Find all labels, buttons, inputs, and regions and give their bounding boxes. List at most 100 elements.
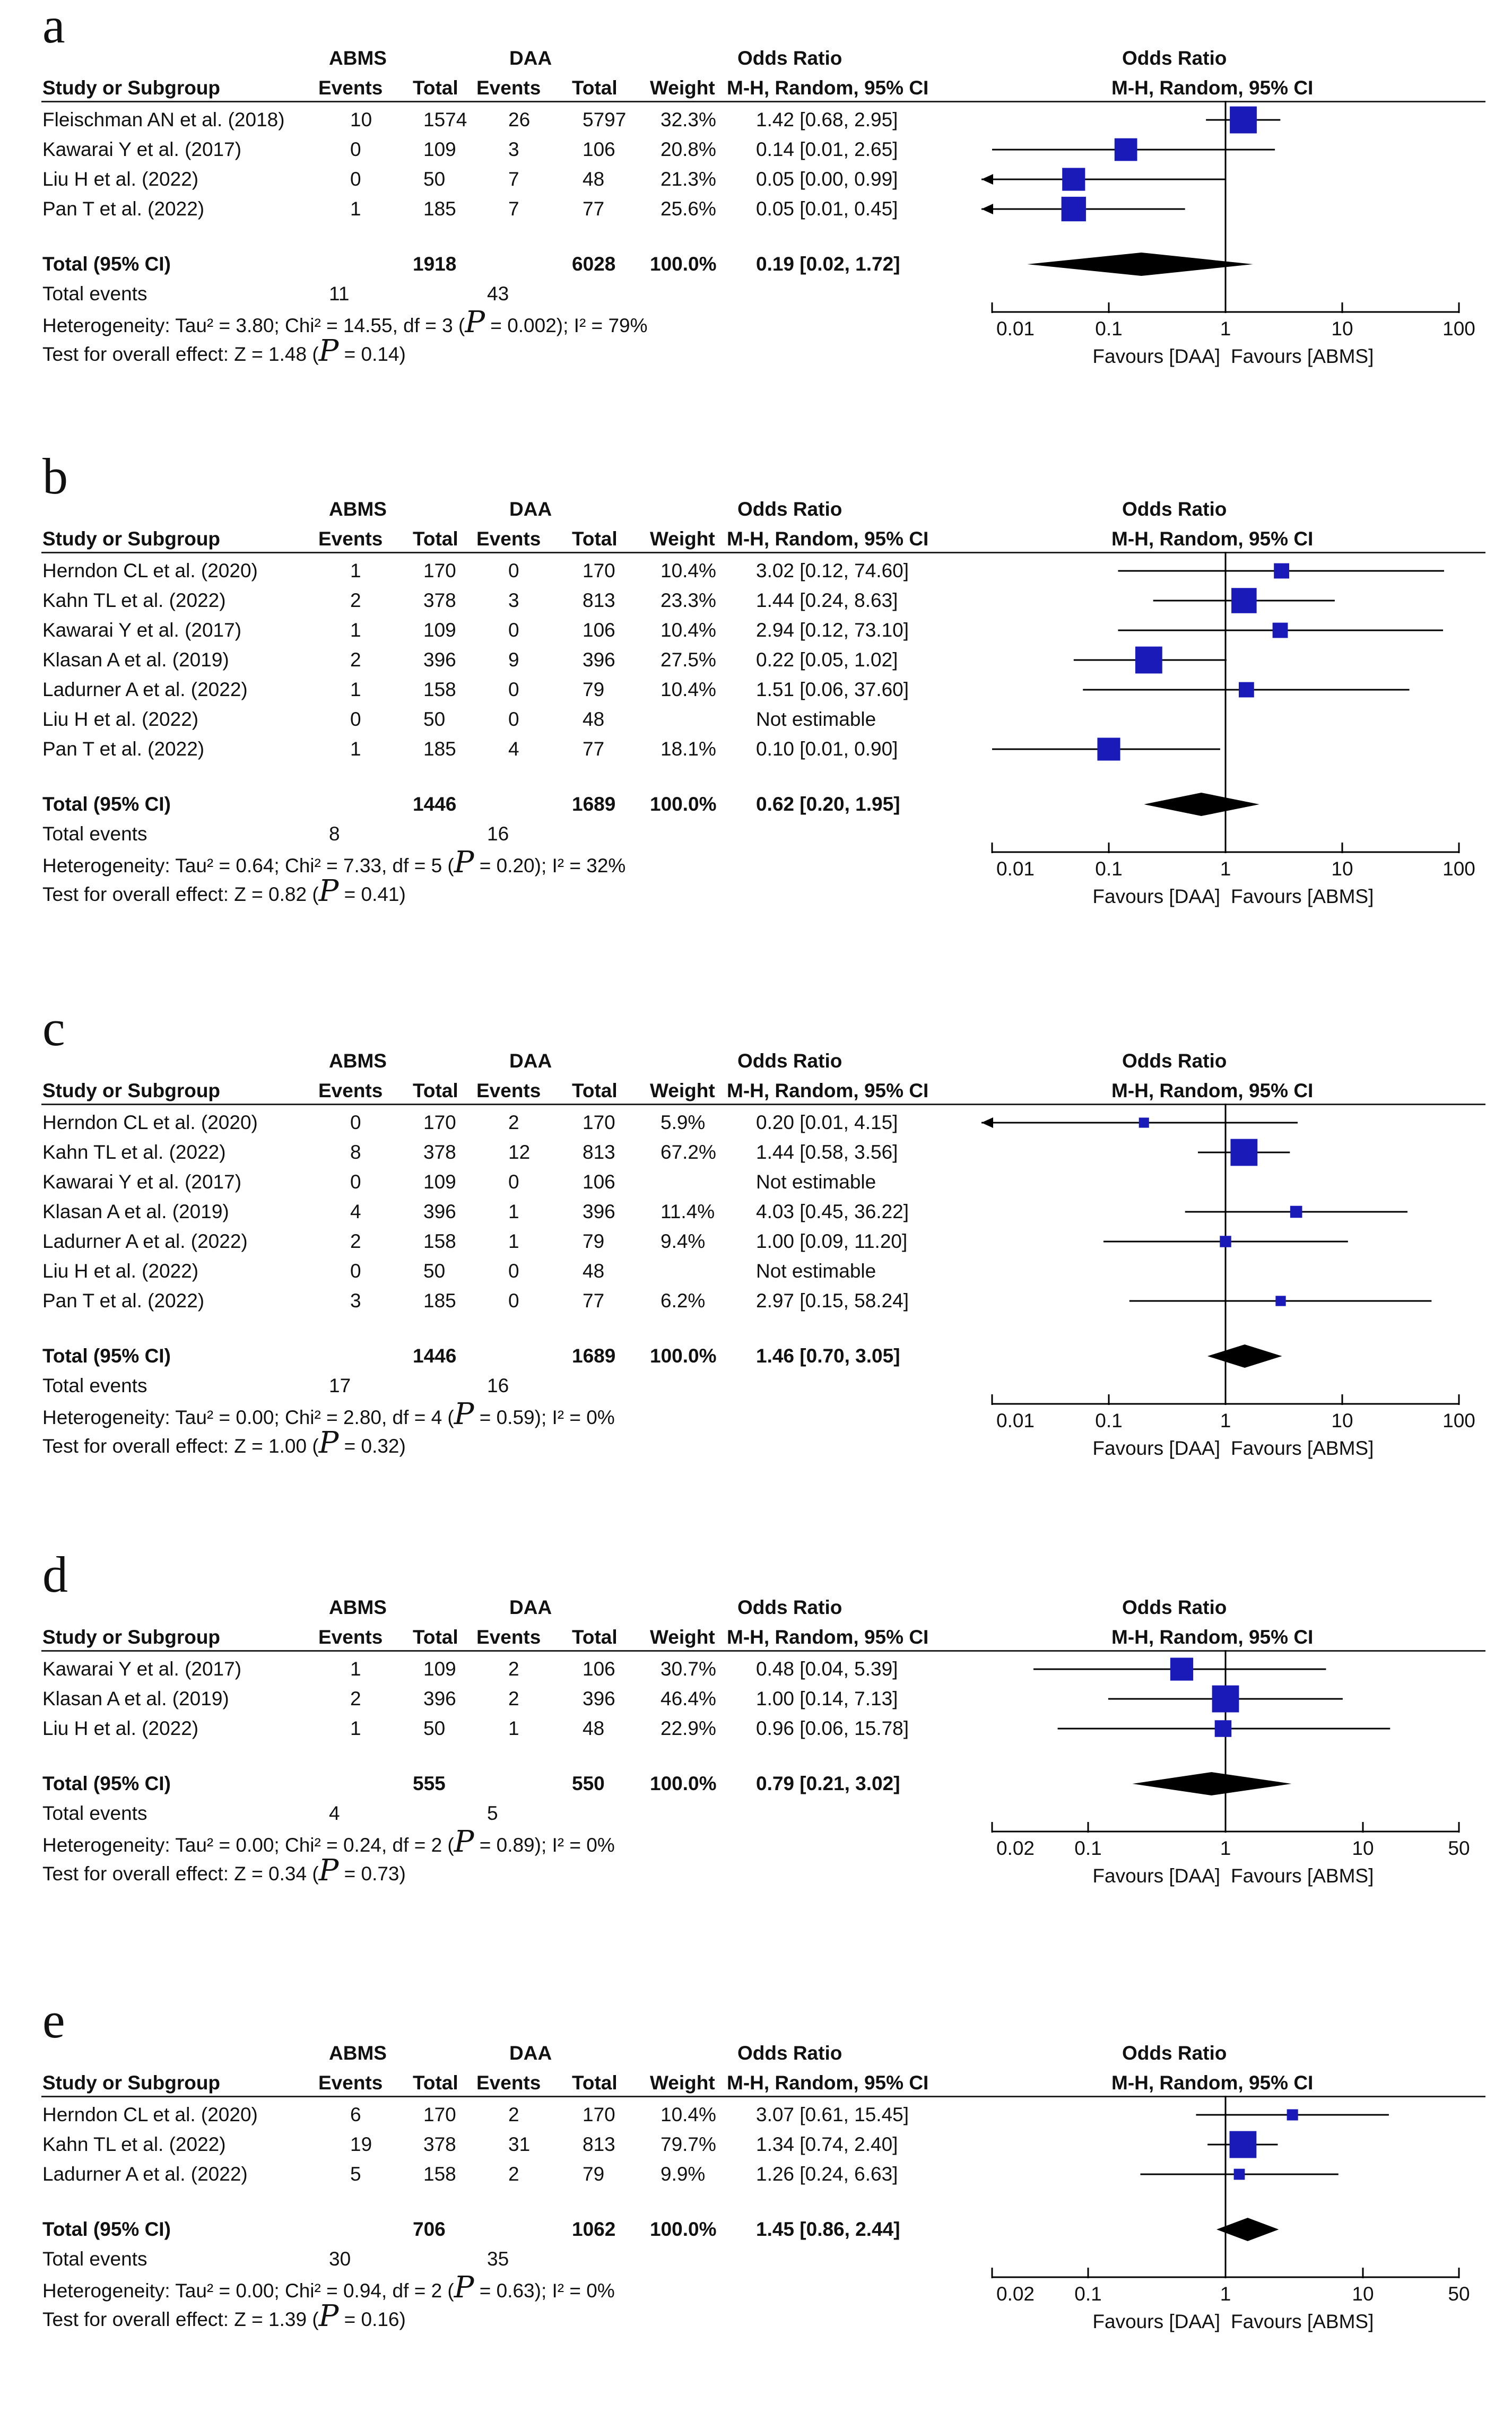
tick-label: 1 [1220,1410,1231,1431]
study-or-ci: Not estimable [756,708,876,730]
total-or-ci: 0.62 [0.20, 1.95] [756,793,900,815]
tick-label: 10 [1352,2283,1374,2305]
or-column-header: Odds Ratio [737,498,842,520]
events-a: 0 [350,138,361,160]
study-weight: 30.7% [661,1658,716,1680]
total-events-label: Total events [42,2248,147,2270]
total-a: 50 [423,168,446,190]
overall-effect-test-value: = 0.14) [338,343,406,365]
study-name: Ladurner A et al. (2022) [42,1230,248,1252]
total-n-b: 550 [572,1773,605,1794]
overall-effect-test-text: Test for overall effect: Z = 1.00 ( [42,1435,319,1457]
study-weight: 5.9% [661,1112,706,1133]
total-events-b: 35 [487,2248,509,2270]
study-weight: 32.3% [661,109,716,131]
total-events-label: Total events [42,1375,147,1396]
total-a: 158 [423,679,456,700]
total-b: 48 [583,1260,605,1282]
overall-effect-test-value: = 0.41) [338,883,406,905]
overall-effect-test-p-symbol: P [318,2299,339,2333]
events-b: 0 [508,1171,519,1193]
plot-column-header: Odds Ratio [1122,1050,1227,1072]
study-or-ci: 0.05 [0.00, 0.99] [756,168,898,190]
total-n-a: 555 [413,1773,446,1794]
total-header-b: Total [572,1080,618,1101]
total-b: 170 [583,1112,615,1133]
favours-left-label: Favours [DAA] [1092,886,1220,907]
heterogeneity-stats-value: = 0.89); I² = 0% [474,1834,615,1856]
tick-label: 100 [1443,1410,1475,1431]
events-a: 1 [350,679,361,700]
study-marker [1135,646,1162,674]
pooled-diamond [1132,1772,1292,1795]
study-weight: 79.7% [661,2133,716,2155]
tick-label: 0.1 [1095,318,1122,340]
study-or-ci: 0.05 [0.01, 0.45] [756,198,898,220]
total-a: 109 [423,1658,456,1680]
total-weight: 100.0% [650,2218,717,2240]
weight-header: Weight [650,2072,715,2094]
panel-label: c [42,1000,65,1056]
overall-effect-test-p-symbol: P [318,1426,339,1460]
heterogeneity-stats-text: Heterogeneity: Tau² = 0.64; Chi² = 7.33,… [42,855,454,876]
events-a: 2 [350,649,361,671]
study-name: Herndon CL et al. (2020) [42,1112,258,1133]
header-rule [41,1650,1485,1652]
total-b: 170 [583,560,615,582]
study-or-ci: 1.44 [0.58, 3.56] [756,1141,898,1163]
total-a: 50 [423,1260,446,1282]
events-a: 1 [350,1658,361,1680]
forest-plot-svg: 0.02 0.1 1 10 50 Favours [DAA] Favours [ABMS] [991,1650,1470,1887]
total-a: 50 [423,708,446,730]
total-header-b: Total [572,528,618,550]
events-b: 1 [508,1230,519,1252]
group-b-header: DAA [509,1596,552,1618]
plot-method-header: M-H, Random, 95% CI [1111,77,1314,99]
study-name: Ladurner A et al. (2022) [42,679,248,700]
total-a: 185 [423,738,456,760]
study-name: Fleischman AN et al. (2018) [42,109,285,131]
study-marker [1275,1296,1286,1306]
pooled-diamond [1144,793,1259,816]
study-or-ci: 1.42 [0.68, 2.95] [756,109,898,131]
events-header-a: Events [318,2072,383,2094]
total-n-a: 1918 [413,253,457,275]
overall-effect-test-text: Test for overall effect: Z = 0.82 ( [42,883,319,905]
events-b: 2 [508,2163,519,2185]
favours-right-label: Favours [ABMS] [1231,345,1374,367]
events-b: 0 [508,679,519,700]
study-weight: 18.1% [661,738,716,760]
study-marker [1233,2168,1245,2180]
total-b: 5797 [583,109,627,131]
favours-left-label: Favours [DAA] [1092,1437,1220,1459]
total-weight: 100.0% [650,1345,717,1367]
tick-label: 0.02 [996,1837,1035,1859]
total-n-a: 1446 [413,1345,457,1367]
study-weight: 27.5% [661,649,716,671]
total-b: 396 [583,649,615,671]
total-or-ci: 1.46 [0.70, 3.05] [756,1345,900,1367]
study-column-header: Study or Subgroup [42,1080,221,1101]
plot-method-header: M-H, Random, 95% CI [1111,528,1314,550]
weight-header: Weight [650,1626,715,1648]
overall-effect-test: Test for overall effect: Z = 0.82 (P = 0… [42,876,406,906]
total-events-b: 16 [487,1375,509,1396]
study-name: Herndon CL et al. (2020) [42,2104,258,2125]
overall-effect-test: Test for overall effect: Z = 1.39 (P = 0… [42,2302,406,2331]
heterogeneity-stats-value: = 0.63); I² = 0% [474,2280,615,2302]
study-marker [1170,1657,1194,1681]
favours-right-label: Favours [ABMS] [1231,2311,1374,2332]
total-a: 158 [423,2163,456,2185]
total-n-b: 1689 [572,793,616,815]
events-header-a: Events [318,528,383,550]
or-column-header: Odds Ratio [737,2042,842,2064]
group-b-header: DAA [509,498,552,520]
study-weight: 25.6% [661,198,716,220]
events-a: 0 [350,1260,361,1282]
total-label: Total (95% CI) [42,1773,171,1794]
total-header-a: Total [413,528,458,550]
study-marker [1287,2109,1298,2121]
events-header-a: Events [318,1080,383,1101]
header-rule [41,1104,1485,1105]
total-label: Total (95% CI) [42,1345,171,1367]
